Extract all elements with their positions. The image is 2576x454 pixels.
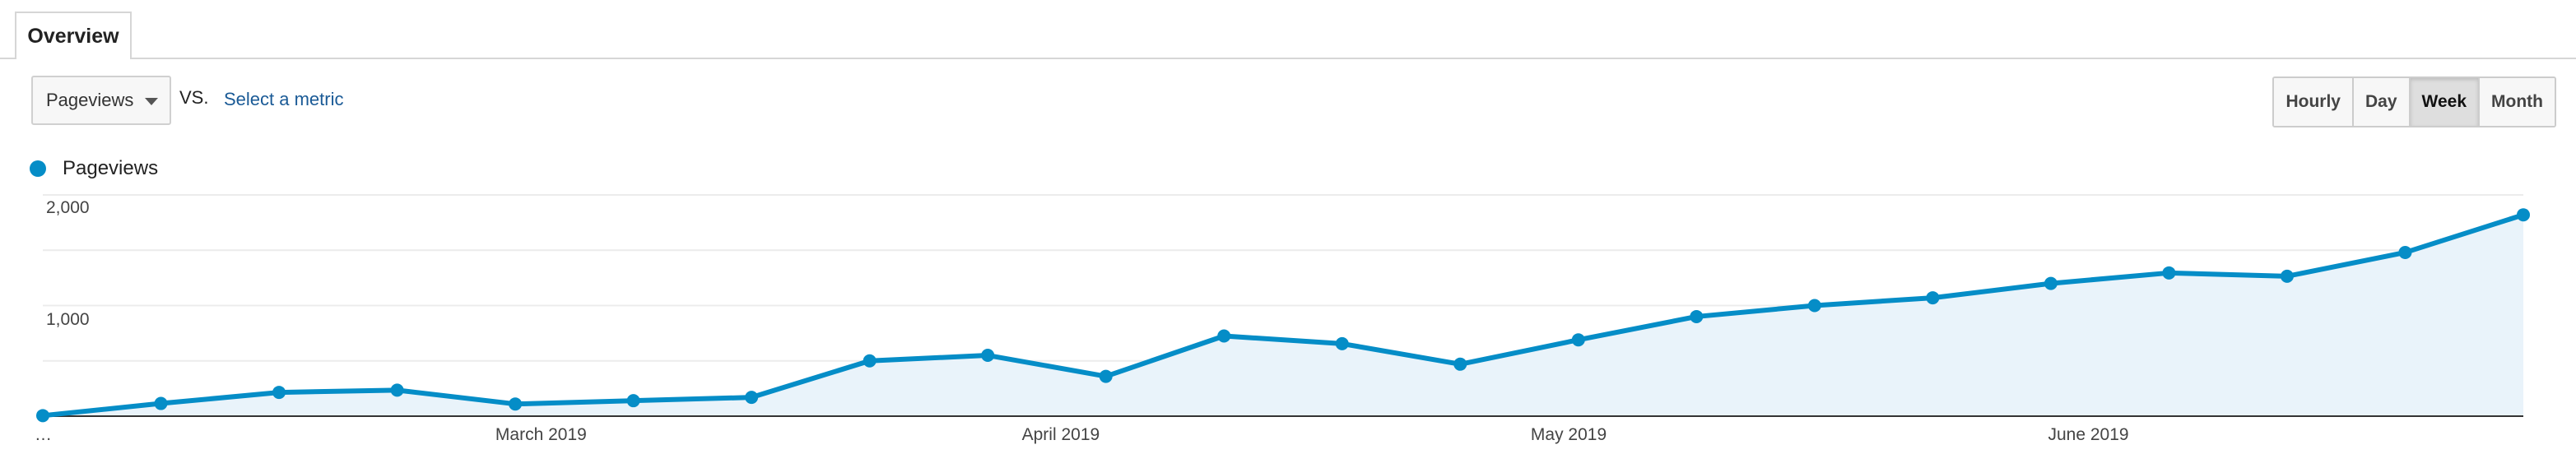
data-point bbox=[36, 409, 49, 423]
vs-label: VS. bbox=[179, 87, 209, 108]
day-button[interactable]: Day bbox=[2352, 78, 2409, 126]
x-tick-label: … bbox=[35, 425, 52, 444]
data-point bbox=[1335, 336, 1349, 350]
data-point bbox=[272, 386, 286, 400]
legend-dot-icon bbox=[30, 160, 46, 177]
data-point bbox=[2044, 276, 2058, 290]
month-button[interactable]: Month bbox=[2478, 78, 2555, 126]
x-tick-label: March 2019 bbox=[495, 425, 587, 444]
select-metric-link[interactable]: Select a metric bbox=[224, 89, 344, 109]
chart-legend: Pageviews bbox=[30, 156, 158, 181]
x-tick-label: May 2019 bbox=[1530, 425, 1607, 444]
data-point bbox=[1807, 299, 1821, 313]
data-point bbox=[509, 397, 523, 411]
data-point bbox=[1099, 369, 1113, 383]
data-point bbox=[981, 349, 995, 363]
data-point bbox=[1571, 333, 1585, 347]
data-point bbox=[863, 354, 876, 368]
metric-dropdown-value: Pageviews bbox=[46, 90, 134, 110]
data-point bbox=[626, 394, 640, 408]
data-point bbox=[2162, 266, 2176, 280]
data-point bbox=[2280, 269, 2294, 283]
tab-bar: Overview bbox=[0, 0, 2576, 59]
week-button[interactable]: Week bbox=[2408, 78, 2479, 126]
granularity-button-group: Hourly Day Week Month bbox=[2272, 76, 2556, 127]
data-point bbox=[1217, 329, 1231, 343]
tab-bar-divider bbox=[0, 58, 2576, 59]
x-tick-label: June 2019 bbox=[2048, 425, 2129, 444]
chart-canvas bbox=[36, 194, 2530, 423]
data-point bbox=[390, 383, 404, 397]
data-point bbox=[2517, 208, 2530, 222]
data-point bbox=[1926, 291, 1940, 305]
data-point bbox=[2398, 245, 2412, 259]
data-point bbox=[154, 396, 168, 410]
y-tick-label: 1,000 bbox=[46, 310, 90, 329]
area-fill bbox=[43, 215, 2523, 416]
y-tick-label: 2,000 bbox=[46, 198, 90, 217]
legend-label: Pageviews bbox=[63, 157, 159, 179]
tab-overview[interactable]: Overview bbox=[15, 12, 132, 59]
x-tick-label: April 2019 bbox=[1021, 425, 1100, 444]
pageviews-chart: 2,000 1,000 … March 2019 April 2019 May 201… bbox=[0, 189, 2576, 454]
data-point bbox=[1690, 309, 1704, 323]
series-line bbox=[42, 212, 2524, 419]
caret-down-icon bbox=[145, 98, 158, 105]
data-point bbox=[745, 391, 759, 405]
data-point bbox=[1453, 357, 1467, 371]
metric-dropdown[interactable]: Pageviews bbox=[31, 76, 171, 125]
hourly-button[interactable]: Hourly bbox=[2274, 78, 2352, 126]
